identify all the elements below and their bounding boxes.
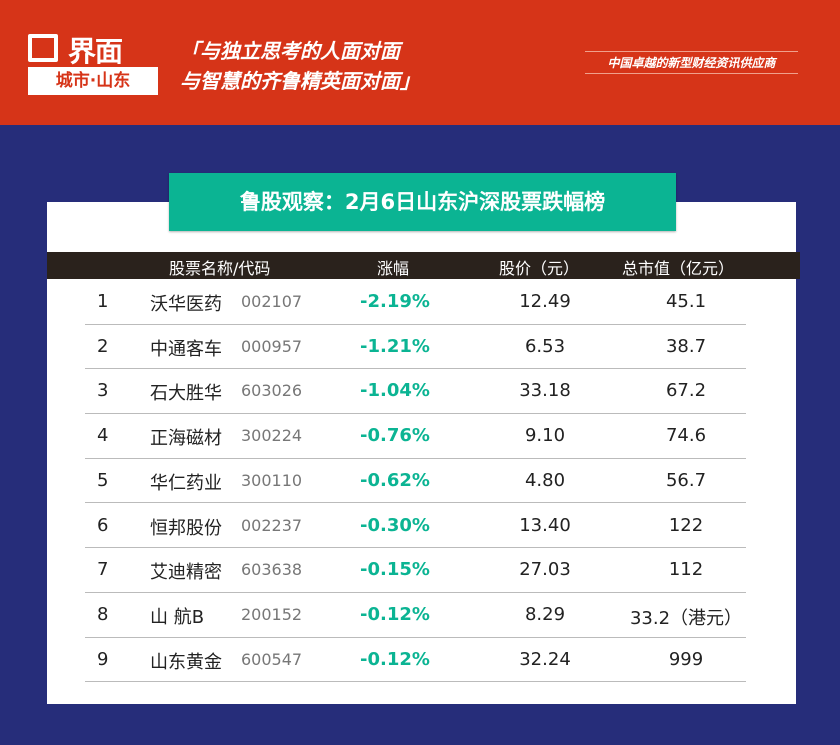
cell-cap: 33.2（港元） [629, 607, 743, 629]
logo-name: 界面 [68, 35, 123, 68]
table-row: 7 艾迪精密 603638 -0.15% 27.03 112 [85, 548, 746, 593]
cell-change: -0.12% [360, 603, 430, 625]
table-header: 股票名称/代码 涨幅 股价（元） 总市值（亿元） [47, 252, 800, 279]
header-cap: 总市值（亿元） [622, 259, 735, 278]
cell-change: -0.15% [360, 559, 430, 581]
cell-change: -0.30% [360, 514, 430, 536]
cell-change: -1.21% [360, 335, 430, 357]
table-row: 3 石大胜华 603026 -1.04% 33.18 67.2 [85, 369, 746, 415]
cell-cap: 999 [668, 648, 704, 670]
cell-price: 6.53 [524, 335, 566, 357]
cell-rank: 8 [97, 603, 109, 625]
table-row: 5 华仁药业 300110 -0.62% 4.80 56.7 [85, 459, 746, 504]
cell-rank: 4 [97, 425, 109, 447]
slogan-line-2: 与智慧的齐鲁精英面对面」 [180, 69, 420, 93]
cell-code: 603026 [241, 381, 303, 401]
table-row: 1 沃华医药 002107 -2.19% 12.49 45.1 [85, 280, 746, 325]
cell-name: 华仁药业 [150, 472, 222, 494]
slogan-line-1: 「与独立思考的人面对面 [180, 39, 400, 63]
cell-price: 33.18 [519, 380, 571, 402]
cell-code: 600547 [241, 649, 303, 669]
table-row: 9 山东黄金 600547 -0.12% 32.24 999 [85, 638, 746, 683]
cell-cap: 122 [668, 514, 704, 536]
table-row: 8 山 航B 200152 -0.12% 8.29 33.2（港元） [85, 593, 746, 638]
cell-name: 恒邦股份 [150, 517, 222, 539]
cell-price: 12.49 [519, 291, 571, 312]
cell-code: 002107 [241, 292, 303, 311]
cell-price: 9.10 [524, 425, 566, 447]
cell-change: -2.19% [360, 291, 430, 312]
header-name: 股票名称/代码 [169, 259, 271, 278]
logo-icon [28, 34, 58, 62]
cell-price: 13.40 [519, 514, 571, 536]
cell-cap: 67.2 [665, 380, 707, 402]
cell-change: -0.12% [360, 648, 430, 670]
header-price: 股价（元） [499, 259, 580, 278]
header-change: 涨幅 [377, 259, 410, 278]
cell-code: 603638 [241, 560, 303, 580]
cell-code: 000957 [241, 336, 303, 356]
logo-city: 城市·山东 [28, 67, 158, 95]
table-row: 2 中通客车 000957 -1.21% 6.53 38.7 [85, 325, 746, 370]
cell-price: 27.03 [519, 559, 571, 581]
cell-name: 沃华医药 [150, 294, 222, 315]
page-title: 鲁股观察：2月6日山东沪深股票跌幅榜 [169, 173, 676, 231]
cell-code: 300110 [241, 470, 303, 490]
cell-price: 8.29 [524, 603, 566, 625]
cell-rank: 3 [97, 380, 109, 402]
cell-cap: 38.7 [665, 335, 707, 357]
cell-price: 4.80 [524, 469, 566, 491]
table-card [47, 202, 796, 704]
cell-code: 200152 [241, 604, 303, 624]
cell-rank: 7 [97, 559, 109, 581]
tagline: 中国卓越的新型财经资讯供应商 [585, 51, 798, 74]
cell-name: 正海磁材 [150, 428, 222, 450]
cell-cap: 45.1 [665, 291, 707, 312]
cell-code: 300224 [241, 426, 303, 446]
cell-rank: 5 [97, 469, 109, 491]
cell-rank: 9 [97, 648, 109, 670]
cell-change: -0.76% [360, 425, 430, 447]
cell-cap: 112 [668, 559, 704, 581]
cell-code: 002237 [241, 515, 303, 535]
cell-cap: 56.7 [665, 469, 707, 491]
table-row: 4 正海磁材 300224 -0.76% 9.10 74.6 [85, 414, 746, 459]
cell-change: -1.04% [360, 380, 430, 402]
slogan: 「与独立思考的人面对面 与智慧的齐鲁精英面对面」 [180, 36, 420, 96]
cell-cap: 74.6 [665, 425, 707, 447]
cell-rank: 1 [97, 291, 109, 312]
header-banner: 界面 城市·山东 「与独立思考的人面对面 与智慧的齐鲁精英面对面」 中国卓越的新… [0, 0, 840, 125]
cell-name: 中通客车 [150, 338, 222, 360]
cell-name: 山东黄金 [150, 651, 222, 673]
table-row: 6 恒邦股份 002237 -0.30% 13.40 122 [85, 504, 746, 549]
cell-change: -0.62% [360, 469, 430, 491]
cell-name: 石大胜华 [150, 383, 222, 405]
cell-rank: 6 [97, 514, 109, 536]
cell-name: 山 航B [150, 606, 205, 628]
cell-name: 艾迪精密 [150, 562, 222, 584]
logo: 界面 城市·山东 [28, 34, 158, 96]
cell-price: 32.24 [519, 648, 571, 670]
cell-rank: 2 [97, 335, 109, 357]
